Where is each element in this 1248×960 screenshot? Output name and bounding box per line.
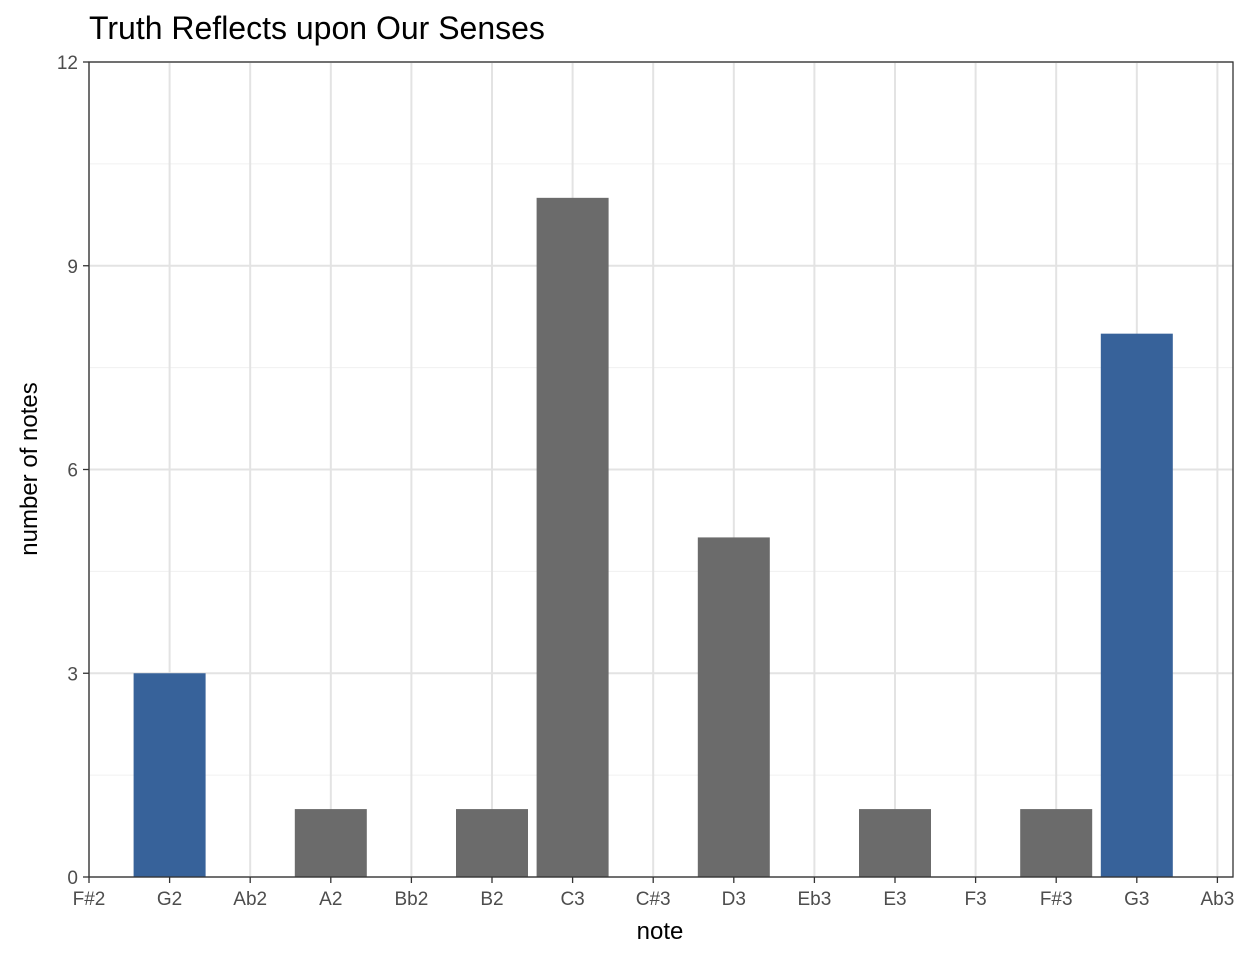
y-tick-label: 12 (57, 53, 78, 74)
x-tick-label: F#2 (73, 889, 106, 910)
x-tick-label: B2 (480, 889, 503, 910)
bar-B2 (456, 809, 528, 877)
x-tick-label: Ab3 (1200, 889, 1234, 910)
y-axis-title: number of notes (16, 382, 43, 555)
x-tick-label: E3 (883, 889, 906, 910)
y-tick-label: 6 (67, 461, 78, 482)
bar-D3 (697, 537, 770, 877)
x-tick-label: D3 (722, 889, 746, 910)
y-tick-label: 3 (67, 664, 78, 685)
x-tick-label: G2 (157, 889, 182, 910)
bar-G2 (133, 673, 206, 877)
bar-A2 (294, 809, 367, 877)
x-tick-label: Bb2 (394, 889, 428, 910)
grid-lines (88, 61, 1233, 878)
y-axis: 0 3 6 9 12 (57, 53, 89, 889)
x-tick-label: Eb3 (797, 889, 831, 910)
bar-C3 (536, 197, 609, 878)
y-tick-label: 0 (67, 868, 78, 889)
x-tick-label: F3 (965, 889, 987, 910)
x-tick-label: Ab2 (233, 889, 267, 910)
x-axis: F#2 G2 Ab2 A2 Bb2 B2 C3 C#3 D3 Eb3 E3 F3 F#3 G3 Ab3 (73, 877, 1234, 910)
x-tick-label: F#3 (1040, 889, 1073, 910)
bar-G3 (1100, 333, 1173, 878)
bars (133, 197, 1173, 878)
x-tick-label: A2 (319, 889, 342, 910)
x-tick-label: C3 (560, 889, 584, 910)
chart-title: Truth Reflects upon Our Senses (89, 10, 545, 46)
bar-F#3 (1020, 809, 1093, 877)
x-tick-label: G3 (1124, 889, 1149, 910)
y-tick-label: 9 (67, 257, 78, 278)
bar-E3 (859, 809, 931, 877)
x-tick-label: C#3 (636, 889, 671, 910)
x-axis-title: note (637, 918, 684, 945)
